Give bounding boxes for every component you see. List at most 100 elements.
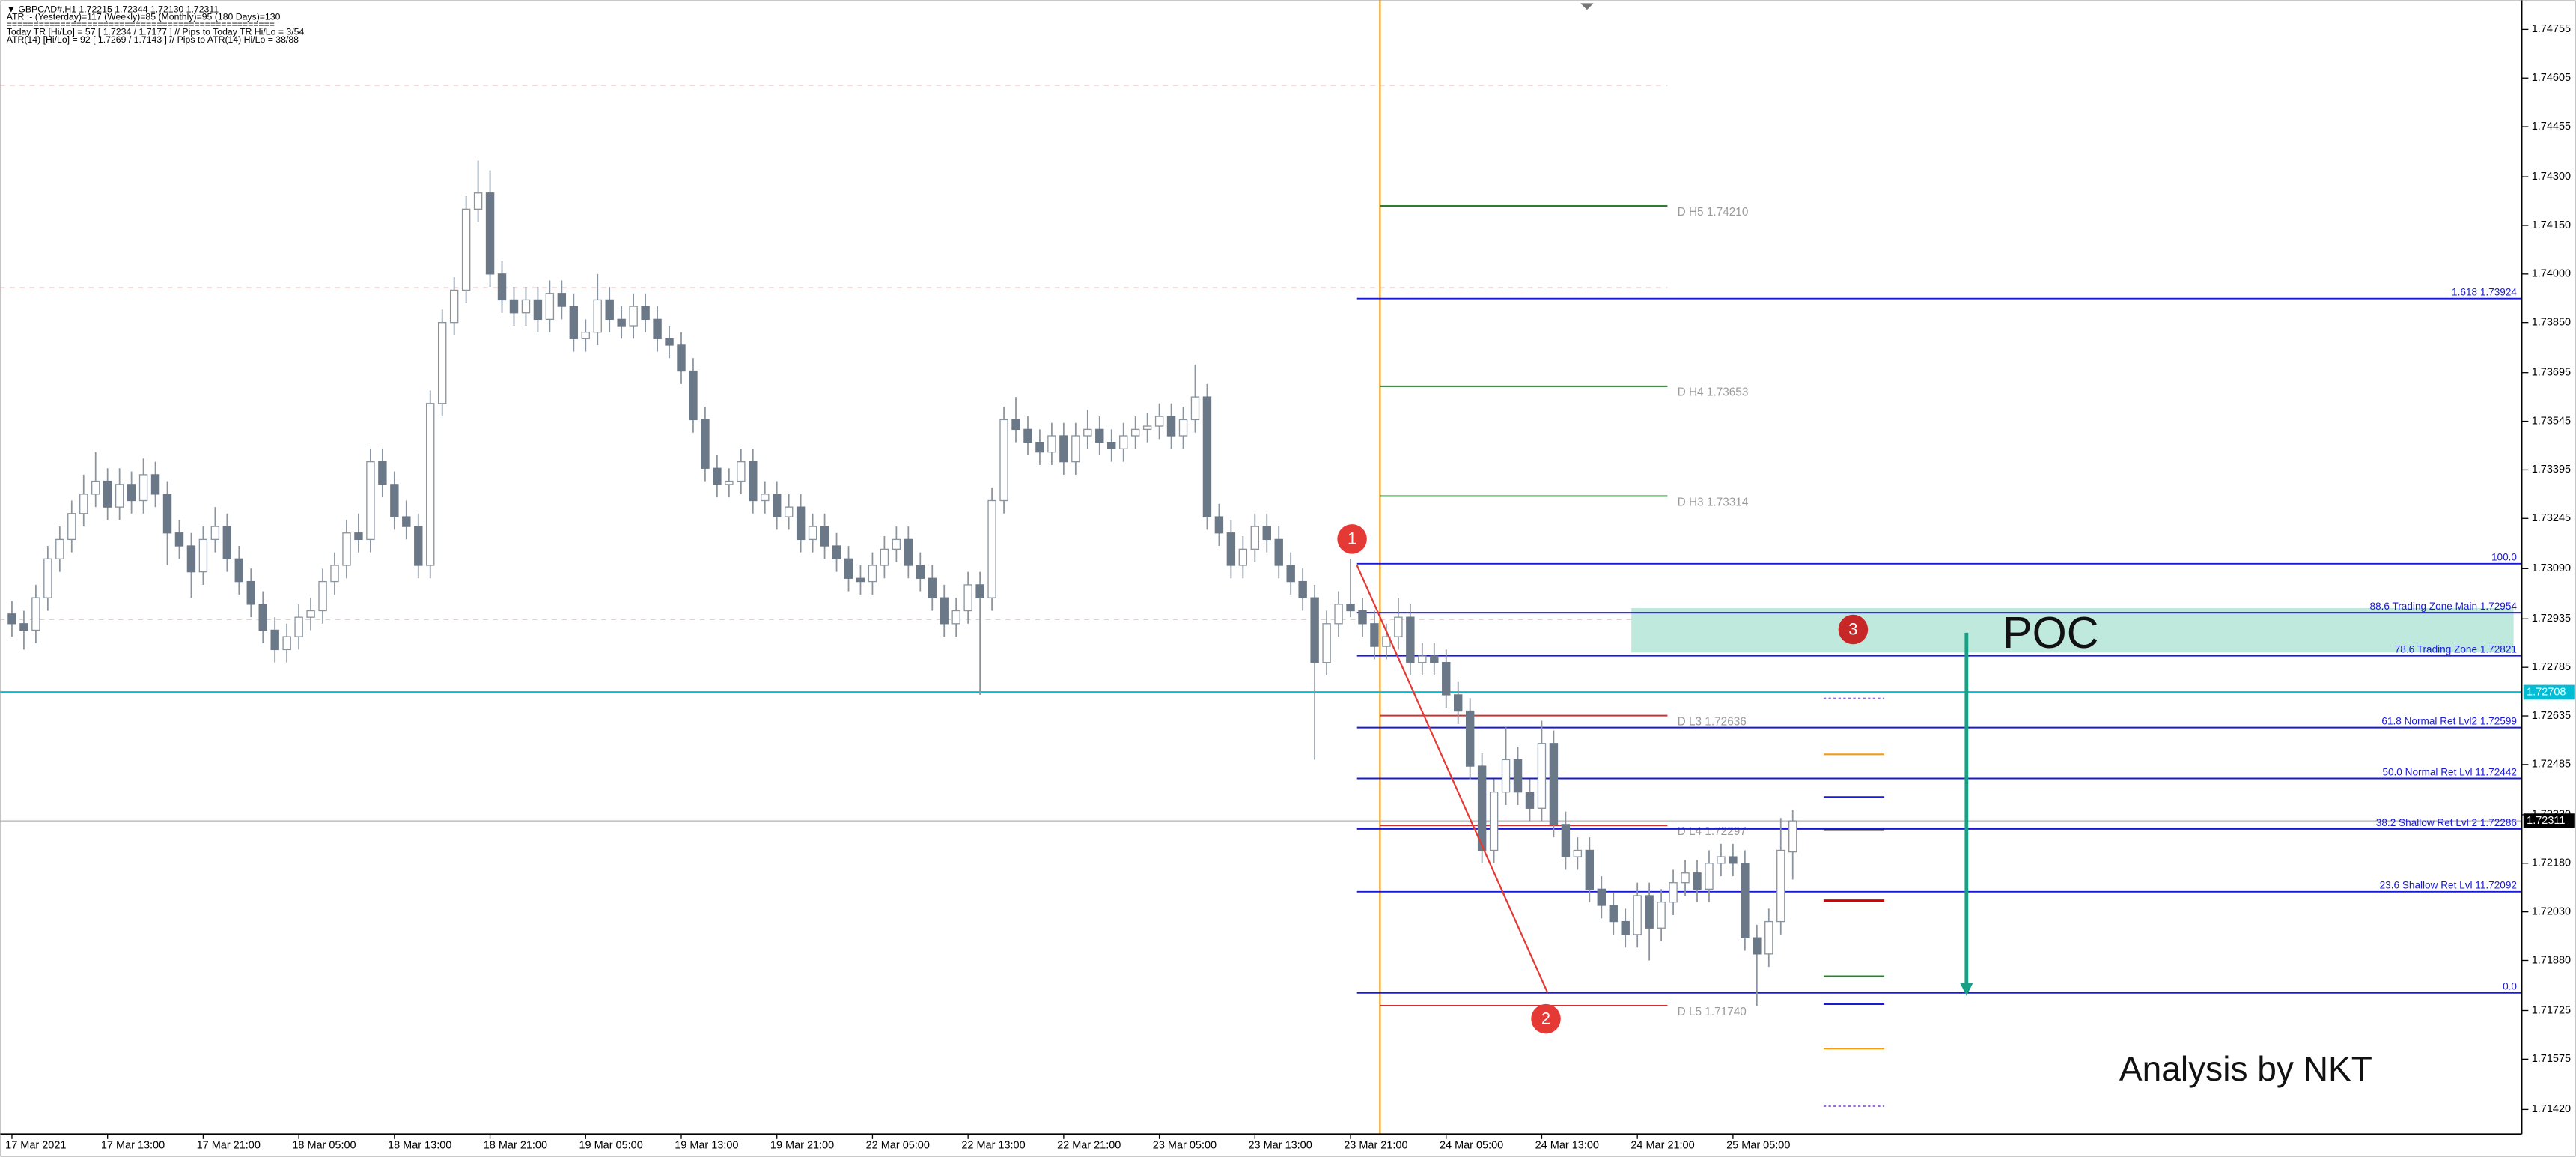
candle-body <box>115 484 124 508</box>
header-line: ========================================… <box>7 19 275 30</box>
candle-body <box>1776 849 1785 923</box>
candle-body <box>222 526 232 559</box>
candle-body <box>234 558 244 583</box>
candle-body <box>1585 849 1595 890</box>
candle-body <box>1669 882 1678 903</box>
candle-body <box>987 499 996 598</box>
candle-body <box>533 299 543 321</box>
header: ▼ GBPCAD#,H1 1.72215 1.72344 1.72130 1.7… <box>7 4 305 44</box>
pivot-label: D L4 1.72297 <box>1678 825 1747 838</box>
candle-body <box>366 461 375 541</box>
candle-body <box>162 494 172 534</box>
candle-body <box>1071 435 1080 463</box>
y-tick-label: 1.74000 <box>2532 268 2571 280</box>
header-line: ATR(14) [Hi/Lo] = 92 [ 1.7269 / 1.7143 ]… <box>7 34 299 45</box>
x-tick-label: 23 Mar 05:00 <box>1153 1139 1217 1151</box>
candle-body <box>437 322 447 404</box>
candle-body <box>1250 526 1260 550</box>
candle-body <box>1346 604 1355 612</box>
y-tick-label: 1.73695 <box>2532 367 2571 379</box>
candle-body <box>1047 435 1056 453</box>
swing-line <box>1356 565 1549 993</box>
x-tick-label: 17 Mar 21:00 <box>197 1139 261 1151</box>
x-tick-label: 18 Mar 21:00 <box>484 1139 547 1151</box>
candle-body <box>928 577 937 598</box>
candle-body <box>1035 442 1044 453</box>
fib-label: 88.6 Trading Zone Main 1.72954 <box>2369 601 2517 612</box>
candle-body <box>402 516 411 527</box>
candle-body <box>1729 856 1738 864</box>
price-tag-label: 1.72708 <box>2527 686 2566 698</box>
plot: D H5 1.74210 D H4 1.73653 D H3 1.73314 D L3… <box>0 160 2522 1018</box>
candle-body <box>689 370 698 421</box>
marker-circle <box>1531 1003 1561 1034</box>
candle-body <box>55 538 64 559</box>
candle-body <box>1442 662 1451 696</box>
y-tick-label: 1.72785 <box>2532 661 2571 673</box>
candle-body <box>461 208 471 291</box>
candle-body <box>557 293 567 307</box>
credit: Analysis by NKT <box>2119 1049 2372 1088</box>
candle-body <box>1621 920 1630 935</box>
candle-body <box>880 548 889 566</box>
candle-body <box>940 597 949 625</box>
candle-body <box>1334 604 1343 625</box>
price-tag <box>2523 813 2575 829</box>
candle-body <box>246 580 255 605</box>
marker-circle <box>1838 614 1869 645</box>
candle-body <box>1681 872 1690 884</box>
candle-body <box>7 613 16 625</box>
candle-body <box>1693 872 1702 890</box>
y-tick-label: 1.74150 <box>2532 219 2571 231</box>
candle-body <box>43 558 52 598</box>
price-tag <box>2523 684 2575 700</box>
candle-body <box>1262 526 1271 541</box>
y-tick-label: 1.74300 <box>2532 171 2571 183</box>
marker-label: 2 <box>1541 1009 1550 1028</box>
candle-body <box>67 513 76 541</box>
candle-body <box>1107 442 1116 449</box>
header-line: ATR :- (Yesterday)=117 (Weekly)=85 (Mont… <box>7 12 281 22</box>
candle-body <box>449 289 459 324</box>
candle-body <box>1788 820 1797 853</box>
fib-label: 0.0 <box>2503 981 2517 992</box>
marker-label: 3 <box>1848 619 1857 638</box>
candle-body <box>1741 863 1750 938</box>
candle-body <box>784 506 794 517</box>
x-tick-label: 18 Mar 13:00 <box>388 1139 451 1151</box>
candle-body <box>330 565 339 583</box>
candle-body <box>1118 435 1128 449</box>
candle-body <box>617 318 626 327</box>
candle-body <box>904 538 913 566</box>
candle-body <box>473 192 483 210</box>
y-tick-label: 1.72485 <box>2532 759 2571 771</box>
candle-body <box>581 332 590 339</box>
candle-body <box>975 584 984 598</box>
y-tick-label: 1.74755 <box>2532 23 2571 35</box>
candle-body <box>186 545 196 573</box>
fib-label: 61.8 Normal Ret Lvl2 1.72599 <box>2381 716 2517 727</box>
candle-body <box>1501 759 1511 793</box>
candle-body <box>1454 694 1463 712</box>
candle-body <box>1645 895 1654 929</box>
candle-body <box>1166 416 1176 437</box>
overlay: 1 2 3 POC Analysis by NKT <box>1337 524 2372 1088</box>
candle-body <box>1095 428 1104 443</box>
candle-body <box>485 192 495 275</box>
candle-body <box>773 494 782 517</box>
y-tick-label: 1.72635 <box>2532 710 2571 722</box>
candle-body <box>1370 623 1379 647</box>
x-tick-label: 24 Mar 21:00 <box>1630 1139 1694 1151</box>
candle-body <box>31 597 40 631</box>
candle-body <box>1549 743 1559 825</box>
poc-label: POC <box>2003 607 2098 658</box>
candle-body <box>1083 428 1092 437</box>
candle-body <box>892 538 901 550</box>
x-tick-label: 23 Mar 13:00 <box>1249 1139 1312 1151</box>
candle-body <box>1537 743 1547 809</box>
candle-body <box>951 610 960 625</box>
candle-body <box>1489 791 1499 851</box>
candle-body <box>1717 856 1726 864</box>
pivot-label: D L5 1.71740 <box>1678 1006 1747 1018</box>
